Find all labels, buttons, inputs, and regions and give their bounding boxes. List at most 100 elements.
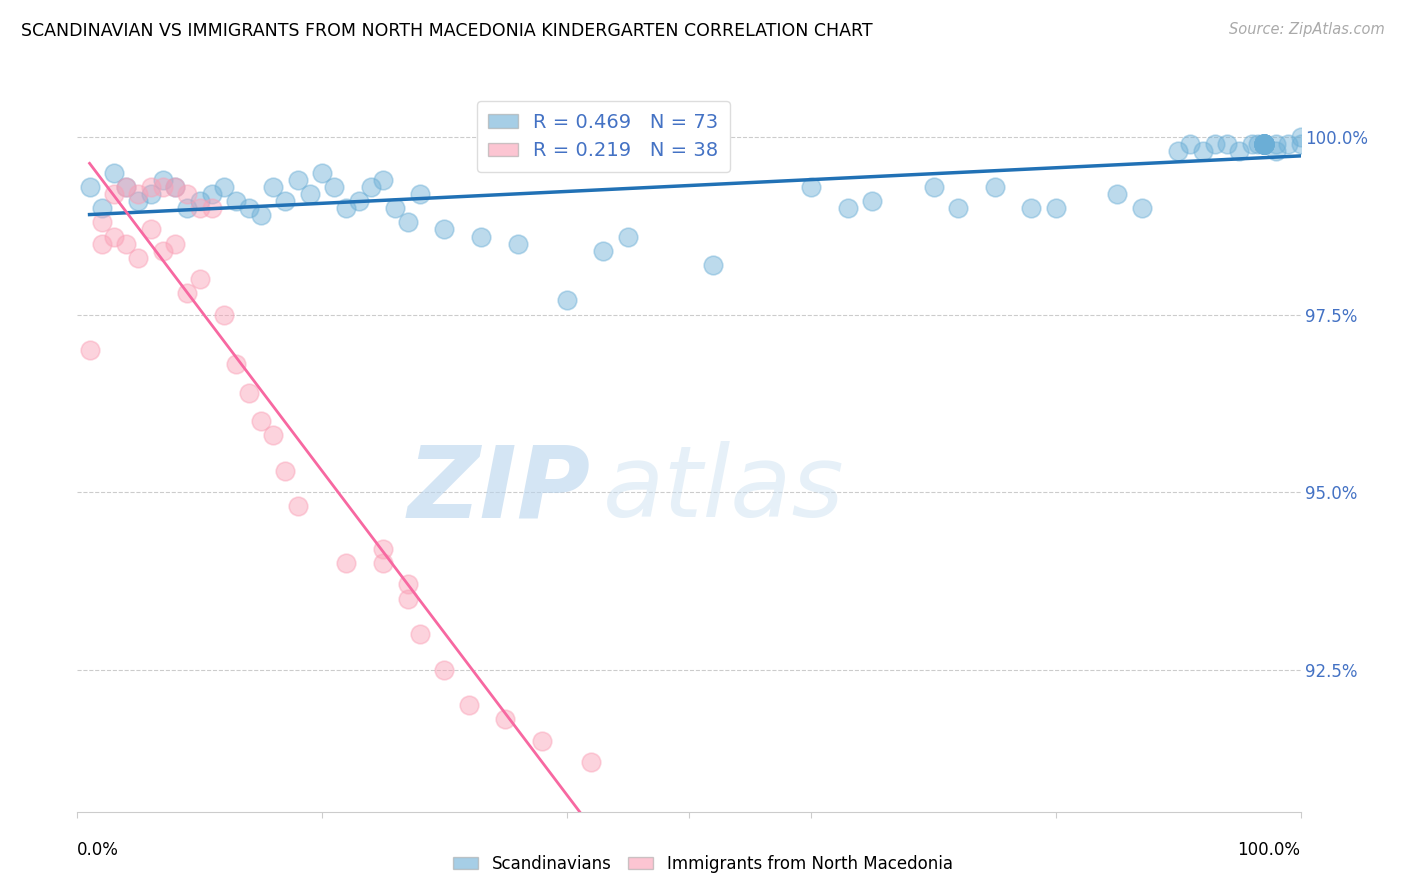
Point bbox=[946, 201, 969, 215]
Point bbox=[1045, 201, 1067, 215]
Point bbox=[201, 186, 224, 201]
Point bbox=[274, 464, 297, 478]
Point bbox=[152, 179, 174, 194]
Text: atlas: atlas bbox=[603, 442, 845, 539]
Point bbox=[1253, 137, 1275, 152]
Point bbox=[1180, 137, 1202, 152]
Point bbox=[287, 500, 309, 514]
Point bbox=[984, 179, 1007, 194]
Point bbox=[579, 755, 602, 769]
Point bbox=[1253, 137, 1275, 152]
Text: 0.0%: 0.0% bbox=[77, 841, 120, 859]
Point bbox=[531, 733, 554, 747]
Point bbox=[79, 179, 101, 194]
Legend: R = 0.469   N = 73, R = 0.219   N = 38: R = 0.469 N = 73, R = 0.219 N = 38 bbox=[477, 101, 730, 172]
Point bbox=[396, 577, 419, 591]
Point bbox=[1130, 201, 1153, 215]
Point bbox=[396, 591, 419, 606]
Point bbox=[335, 201, 357, 215]
Point bbox=[433, 663, 456, 677]
Point bbox=[225, 357, 247, 371]
Point bbox=[617, 229, 640, 244]
Point bbox=[188, 194, 211, 208]
Point bbox=[347, 194, 370, 208]
Point bbox=[457, 698, 479, 713]
Point bbox=[1204, 137, 1226, 152]
Point bbox=[115, 179, 138, 194]
Point bbox=[360, 179, 382, 194]
Text: Source: ZipAtlas.com: Source: ZipAtlas.com bbox=[1229, 22, 1385, 37]
Point bbox=[800, 179, 823, 194]
Point bbox=[1265, 145, 1288, 159]
Point bbox=[1253, 137, 1275, 152]
Point bbox=[188, 272, 211, 286]
Point bbox=[371, 556, 394, 570]
Point bbox=[287, 172, 309, 186]
Point bbox=[152, 172, 174, 186]
Point bbox=[165, 236, 187, 251]
Point bbox=[139, 222, 162, 236]
Point bbox=[127, 194, 149, 208]
Point bbox=[409, 627, 432, 641]
Point bbox=[165, 179, 187, 194]
Point bbox=[1253, 137, 1275, 152]
Point bbox=[225, 194, 247, 208]
Point bbox=[1253, 137, 1275, 152]
Point bbox=[409, 186, 432, 201]
Point bbox=[1021, 201, 1043, 215]
Point bbox=[176, 201, 198, 215]
Point bbox=[1277, 137, 1299, 152]
Point bbox=[1253, 137, 1275, 152]
Point bbox=[1247, 137, 1270, 152]
Point bbox=[1229, 145, 1251, 159]
Point bbox=[103, 186, 125, 201]
Point bbox=[702, 258, 724, 272]
Point bbox=[176, 286, 198, 301]
Point bbox=[165, 179, 187, 194]
Point bbox=[555, 293, 578, 308]
Point bbox=[396, 215, 419, 229]
Point bbox=[470, 229, 492, 244]
Point bbox=[323, 179, 346, 194]
Point bbox=[127, 186, 149, 201]
Point bbox=[262, 428, 284, 442]
Point bbox=[212, 179, 235, 194]
Point bbox=[862, 194, 884, 208]
Point bbox=[152, 244, 174, 258]
Point bbox=[1191, 145, 1213, 159]
Point bbox=[115, 179, 138, 194]
Point bbox=[139, 186, 162, 201]
Point bbox=[212, 308, 235, 322]
Point bbox=[1167, 145, 1189, 159]
Point bbox=[274, 194, 297, 208]
Point bbox=[1289, 137, 1312, 152]
Text: 100.0%: 100.0% bbox=[1237, 841, 1301, 859]
Point bbox=[79, 343, 101, 358]
Point bbox=[103, 229, 125, 244]
Point bbox=[250, 208, 273, 222]
Point bbox=[176, 186, 198, 201]
Point bbox=[1253, 137, 1275, 152]
Point bbox=[188, 201, 211, 215]
Point bbox=[201, 201, 224, 215]
Point bbox=[1107, 186, 1129, 201]
Point bbox=[506, 236, 529, 251]
Point bbox=[922, 179, 945, 194]
Point bbox=[1216, 137, 1239, 152]
Point bbox=[1253, 137, 1275, 152]
Point bbox=[311, 165, 333, 179]
Point bbox=[139, 179, 162, 194]
Point bbox=[1265, 137, 1288, 152]
Point bbox=[1253, 137, 1275, 152]
Point bbox=[238, 201, 260, 215]
Point bbox=[262, 179, 284, 194]
Point bbox=[1289, 130, 1312, 145]
Point bbox=[1253, 137, 1275, 152]
Point bbox=[298, 186, 321, 201]
Point bbox=[238, 385, 260, 400]
Point bbox=[90, 201, 112, 215]
Point bbox=[1240, 137, 1263, 152]
Point bbox=[90, 236, 112, 251]
Point bbox=[1253, 137, 1275, 152]
Point bbox=[1253, 137, 1275, 152]
